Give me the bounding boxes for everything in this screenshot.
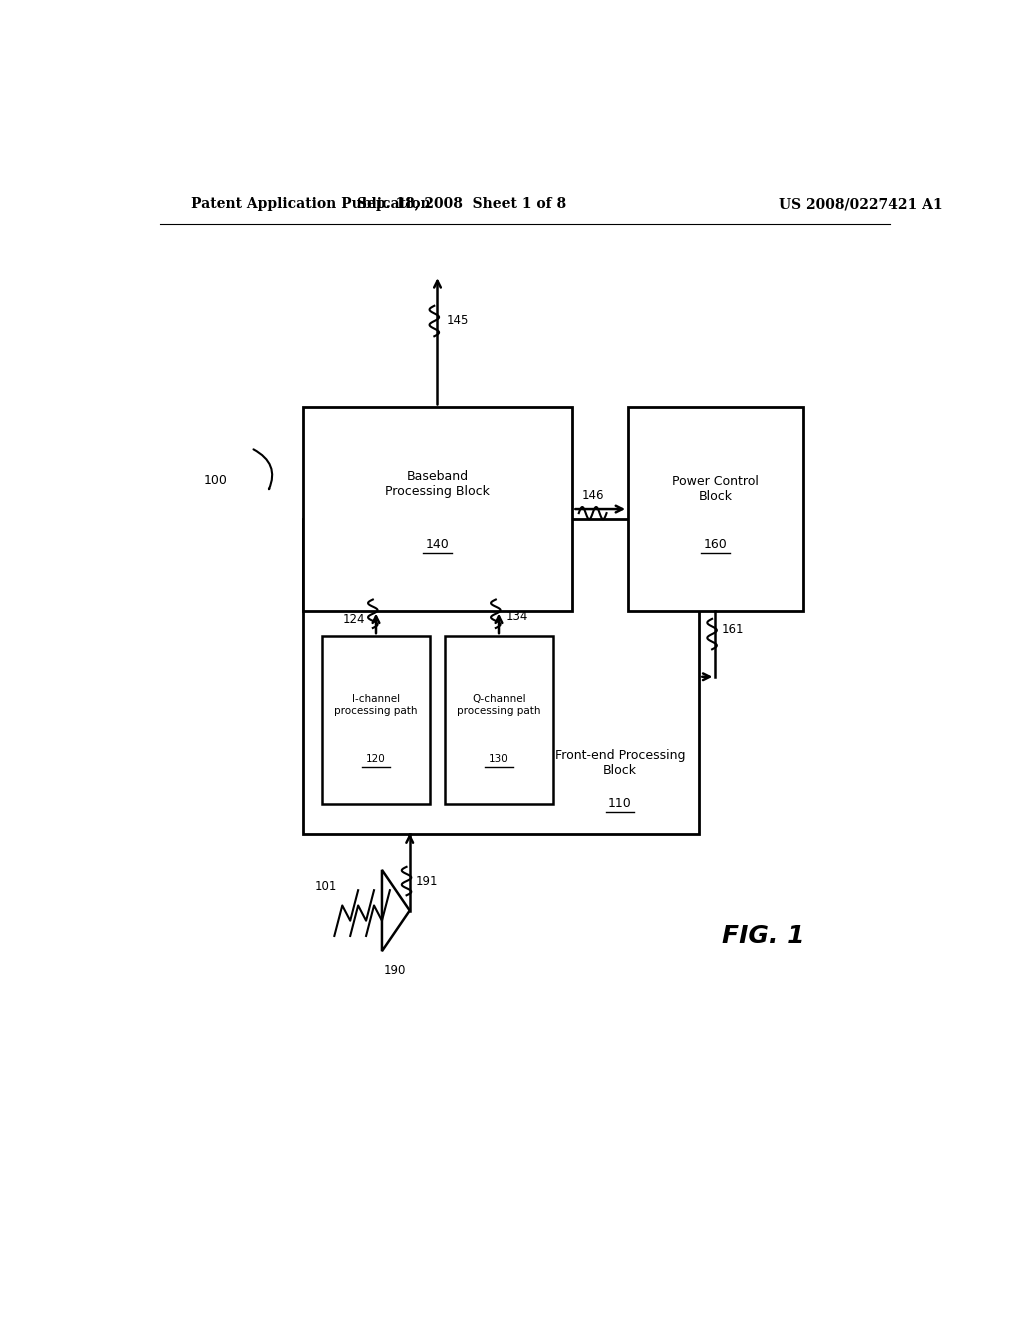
Text: 130: 130: [489, 754, 509, 763]
Text: I-channel
processing path: I-channel processing path: [334, 694, 418, 715]
Text: 160: 160: [703, 539, 727, 552]
Text: 124: 124: [343, 612, 366, 626]
Text: 110: 110: [608, 797, 632, 810]
Bar: [303, 519, 699, 834]
Text: FIG. 1: FIG. 1: [722, 924, 804, 948]
Bar: [628, 408, 803, 611]
Text: 120: 120: [367, 754, 386, 763]
Text: 146: 146: [582, 488, 604, 502]
Text: 101: 101: [314, 880, 337, 894]
Text: 191: 191: [416, 875, 438, 888]
Text: 190: 190: [384, 964, 406, 977]
Text: Sep. 18, 2008  Sheet 1 of 8: Sep. 18, 2008 Sheet 1 of 8: [356, 197, 566, 211]
Text: 161: 161: [722, 623, 744, 636]
Text: Patent Application Publication: Patent Application Publication: [191, 197, 431, 211]
Text: Power Control
Block: Power Control Block: [672, 475, 759, 503]
Bar: [323, 636, 430, 804]
FancyArrowPatch shape: [254, 449, 272, 490]
Text: Baseband
Processing Block: Baseband Processing Block: [385, 470, 489, 498]
Text: US 2008/0227421 A1: US 2008/0227421 A1: [778, 197, 942, 211]
Bar: [445, 636, 553, 804]
Text: 145: 145: [447, 314, 469, 327]
Bar: [303, 408, 572, 611]
Text: Q-channel
processing path: Q-channel processing path: [458, 694, 541, 715]
Text: Front-end Processing
Block: Front-end Processing Block: [555, 750, 685, 777]
Text: 100: 100: [204, 474, 227, 487]
Text: 134: 134: [506, 610, 527, 623]
Text: 140: 140: [426, 539, 450, 552]
